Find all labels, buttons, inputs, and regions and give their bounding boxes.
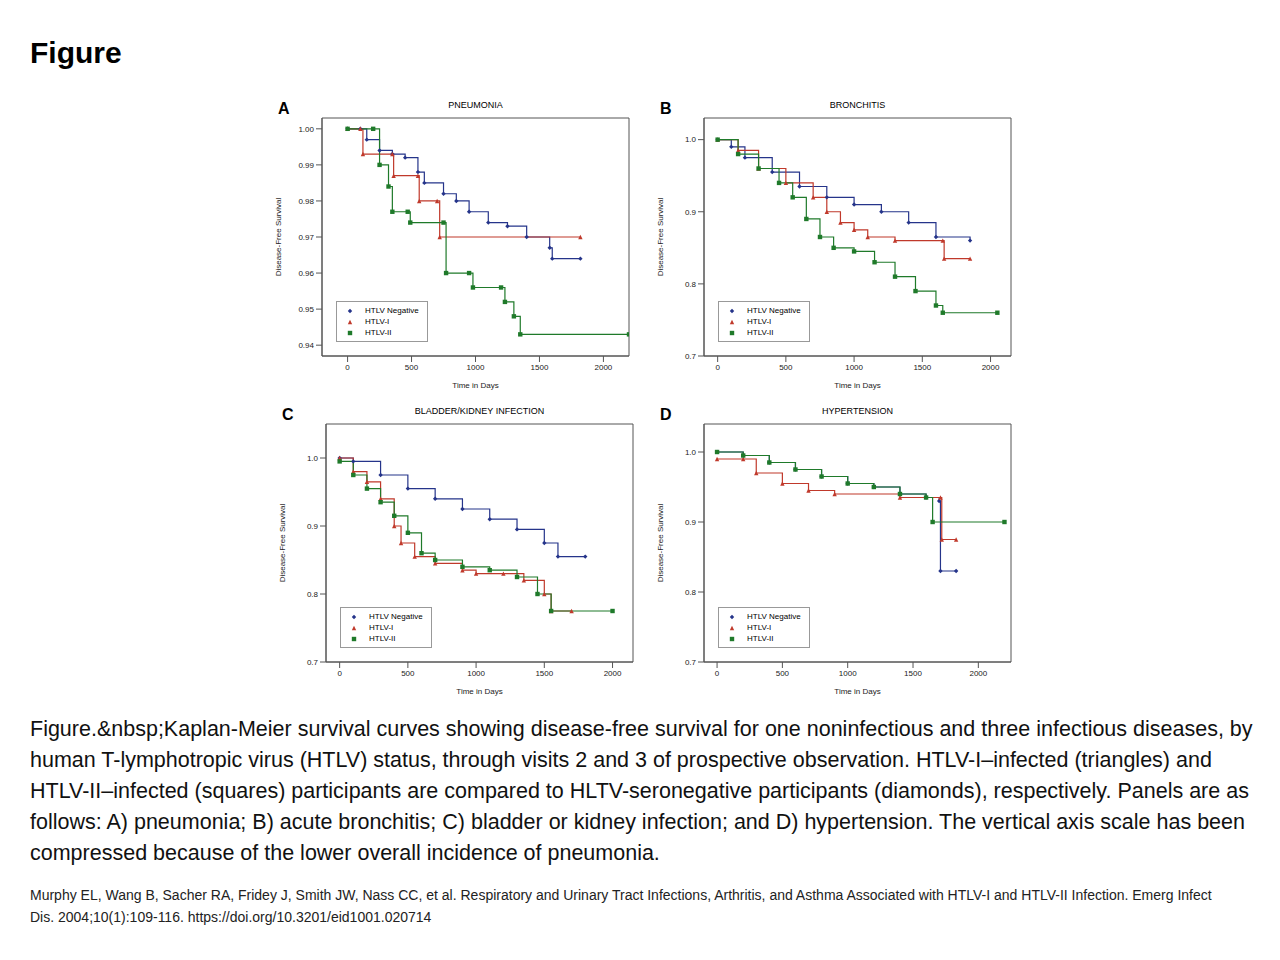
html-text:C: C [282,406,294,423]
svg-text:Disease-Free Survival: Disease-Free Survival [656,503,665,582]
svg-text:1500: 1500 [535,669,553,678]
html-text:BLADDER/KIDNEY INFECTION: BLADDER/KIDNEY INFECTION [414,406,545,416]
html-text:HTLV Negative: HTLV Negative [747,612,801,621]
html-text:HTLV Negative: HTLV Negative [365,306,419,315]
svg-text:1.0: 1.0 [685,448,697,457]
html-text:HTLV Negative: HTLV Negative [369,612,423,621]
html-text:HYPERTENSION: HYPERTENSION [822,406,893,416]
html-text:HTLV-II: HTLV-II [365,328,392,337]
svg-text:0.8: 0.8 [685,588,697,597]
svg-text:1000: 1000 [467,669,485,678]
svg-text:1500: 1500 [531,363,549,372]
svg-text:500: 500 [779,363,793,372]
svg-text:0.97: 0.97 [298,233,314,242]
html-text:HTLV-II: HTLV-II [747,328,774,337]
svg-text:Disease-Free Survival: Disease-Free Survival [274,197,283,276]
svg-text:0.9: 0.9 [685,518,697,527]
svg-text:0.95: 0.95 [298,305,314,314]
svg-text:0: 0 [715,363,720,372]
html-text:HTLV-I: HTLV-I [747,623,772,632]
html-text:HTLV-I: HTLV-I [369,623,394,632]
svg-text:Time in Days: Time in Days [834,687,880,696]
html-text:B: B [660,100,672,117]
svg-text:1.0: 1.0 [685,135,697,144]
html-text:PNEUMONIA: PNEUMONIA [448,100,503,110]
html-text:Figure: Figure [30,36,122,69]
svg-text:Time in Days: Time in Days [456,687,502,696]
html-text:HTLV-I: HTLV-I [365,317,390,326]
svg-text:0.8: 0.8 [307,590,319,599]
svg-text:1.0: 1.0 [307,454,319,463]
svg-text:2000: 2000 [982,363,1000,372]
svg-text:0.96: 0.96 [298,269,314,278]
svg-text:0.7: 0.7 [685,352,697,361]
svg-text:2000: 2000 [595,363,613,372]
html-text:Figure.&nbsp;Kaplan-Meier surv: Figure.&nbsp;Kaplan-Meier survival curve… [30,717,1253,865]
svg-text:Disease-Free Survival: Disease-Free Survival [278,503,287,582]
html-text:A: A [278,100,290,117]
svg-text:0.98: 0.98 [298,197,314,206]
svg-text:2000: 2000 [969,669,987,678]
svg-text:0.9: 0.9 [307,522,319,531]
svg-text:2000: 2000 [604,669,622,678]
svg-text:0.99: 0.99 [298,161,314,170]
svg-text:1500: 1500 [904,669,922,678]
svg-text:0: 0 [715,669,720,678]
html-text:D: D [660,406,672,423]
html-text:Murphy EL, Wang B, Sacher RA,: Murphy EL, Wang B, Sacher RA, Fridey J, … [30,887,1212,925]
svg-text:1000: 1000 [845,363,863,372]
svg-text:0: 0 [345,363,350,372]
html-text:BRONCHITIS: BRONCHITIS [829,100,886,110]
svg-text:1500: 1500 [913,363,931,372]
html-text:HTLV-II: HTLV-II [369,634,396,643]
svg-text:0.7: 0.7 [307,658,319,667]
html-text:HTLV-II: HTLV-II [747,634,774,643]
svg-text:Time in Days: Time in Days [452,381,498,390]
svg-text:0.94: 0.94 [298,341,314,350]
html-text:HTLV-I: HTLV-I [747,317,772,326]
svg-text:0.8: 0.8 [685,280,697,289]
svg-text:Time in Days: Time in Days [834,381,880,390]
svg-text:0.7: 0.7 [685,658,697,667]
svg-text:1000: 1000 [839,669,857,678]
svg-text:1.00: 1.00 [298,125,314,134]
svg-text:500: 500 [405,363,419,372]
svg-text:1000: 1000 [467,363,485,372]
svg-text:Disease-Free Survival: Disease-Free Survival [656,197,665,276]
svg-text:500: 500 [776,669,790,678]
svg-text:0.9: 0.9 [685,208,697,217]
svg-text:0: 0 [337,669,342,678]
svg-text:500: 500 [401,669,415,678]
html-text:HTLV Negative: HTLV Negative [747,306,801,315]
